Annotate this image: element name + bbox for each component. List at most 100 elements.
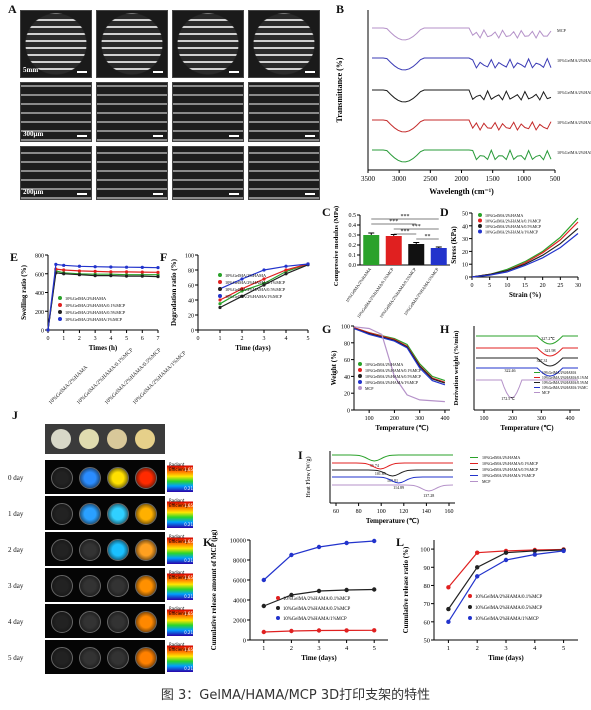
legend-marker bbox=[218, 294, 222, 298]
y-tick-label: 0.4 bbox=[349, 223, 357, 229]
y-tick-label: 90 bbox=[424, 565, 431, 572]
data-point bbox=[561, 548, 566, 554]
day-label: 5 day bbox=[8, 654, 24, 662]
scale-bar bbox=[305, 135, 315, 137]
data-point bbox=[289, 628, 294, 634]
legend-marker bbox=[478, 229, 482, 234]
panel-label-l: L bbox=[396, 535, 405, 549]
panel-label-j: J bbox=[12, 408, 18, 422]
x-tick-label: 3500 bbox=[361, 175, 376, 183]
series-line bbox=[476, 379, 578, 399]
x-tick-label: 2 bbox=[476, 645, 479, 652]
data-point bbox=[289, 592, 294, 598]
y-tick-label: 2000 bbox=[233, 618, 246, 625]
data-point bbox=[124, 265, 129, 269]
y-tick-label: 0 bbox=[465, 276, 468, 282]
x-tick-label: 140 bbox=[422, 509, 431, 515]
legend-label: 10%GelMA/2%HAMA/1%MCP bbox=[65, 317, 123, 322]
legend-label: MCP bbox=[482, 479, 491, 484]
legend-marker bbox=[468, 605, 472, 609]
data-point bbox=[93, 274, 97, 278]
micrograph bbox=[248, 10, 320, 78]
y-tick-label: 0 bbox=[41, 329, 44, 335]
colorbar-label: Radiant Efficiency bbox=[169, 606, 189, 616]
y-tick-label: 0 bbox=[191, 329, 194, 335]
x-tick-label: 0 bbox=[197, 336, 200, 342]
x-tick-label: 3 bbox=[504, 645, 507, 652]
micrograph: 300μm bbox=[20, 82, 92, 142]
sample-photo bbox=[45, 424, 165, 454]
chart-degradation: 0 1 2 3 4 5 0 20 40 60 80 100 Time (days) Degradation… bbox=[170, 254, 310, 352]
data-point bbox=[218, 298, 222, 302]
day-label: 0 day bbox=[8, 474, 24, 482]
legend-marker bbox=[478, 213, 482, 217]
colorbar: Radiant Efficiency 1.65 0.21 bbox=[167, 606, 193, 636]
data-point bbox=[218, 305, 222, 310]
data-point bbox=[156, 266, 160, 270]
x-tick-label: 1500 bbox=[486, 175, 501, 183]
ftir-curve bbox=[372, 119, 552, 133]
colorbar: Radiant Efficiency 1.65 0.21 bbox=[167, 642, 193, 672]
panel-label-a: A bbox=[8, 2, 17, 16]
x-tick-label: 100 bbox=[377, 509, 386, 515]
data-point bbox=[261, 603, 266, 609]
legend-label: 10%GelMA/2%HAMA/1%MCP bbox=[365, 380, 419, 385]
colorbar-min: 0.21 bbox=[184, 522, 193, 527]
scale-label: 300μm bbox=[23, 130, 44, 138]
scale-bar bbox=[229, 193, 239, 195]
colorbar-min: 0.21 bbox=[184, 630, 193, 635]
x-axis-label: Time (days) bbox=[235, 344, 271, 352]
imaging-disc bbox=[135, 503, 157, 525]
legend-marker bbox=[478, 224, 482, 228]
legend-label: 10%GelMA/2%HAMA bbox=[225, 273, 267, 278]
data-point bbox=[93, 269, 97, 274]
peak-annotation: 322.46 bbox=[505, 368, 516, 373]
legend-label: 10%GelMA/2%HAMA/1%MCP bbox=[283, 617, 347, 622]
chart-dtg: 100 200 300 400 Temperature (℃) Derivation we… bbox=[453, 326, 588, 432]
colorbar-label: Radiant Efficiency bbox=[169, 462, 189, 472]
micrograph bbox=[172, 146, 244, 200]
scale-label: 200μm bbox=[23, 188, 44, 196]
panel-label-h: H bbox=[440, 322, 450, 336]
peak-annotation: 109.81 bbox=[387, 478, 398, 483]
legend-label: 10%GelMA/2%HAMA bbox=[485, 213, 523, 218]
x-tick-label: 400 bbox=[566, 416, 575, 422]
figure-caption: 图 3：GelMA/HAMA/MCP 3D打印支架的特性 bbox=[160, 688, 431, 703]
colorbar-max: 1.65 bbox=[184, 611, 193, 616]
micrograph: 5mm bbox=[20, 10, 92, 78]
imaging-row bbox=[45, 460, 165, 494]
peak-annotation: 172.5℃ bbox=[501, 396, 515, 401]
data-point bbox=[46, 328, 50, 332]
y-tick-label: 80 bbox=[344, 341, 350, 347]
x-tick-label: 25 bbox=[557, 283, 563, 289]
significance-label: *** bbox=[389, 219, 398, 225]
legend-label: 10%GelMA/2%HAMA bbox=[365, 362, 403, 367]
data-point bbox=[316, 588, 322, 594]
x-tick-label: 2 bbox=[78, 336, 81, 342]
imaging-disc bbox=[79, 575, 101, 597]
panel-label-e: E bbox=[10, 250, 19, 264]
x-tick-label: 2000 bbox=[455, 175, 470, 183]
x-axis-label: Temperature (℃) bbox=[366, 517, 420, 525]
ftir-curve-label: 10%GelMA/2%HAMA bbox=[557, 58, 591, 63]
x-tick-label: 200 bbox=[390, 416, 399, 422]
series-line bbox=[476, 335, 578, 345]
legend-marker bbox=[58, 296, 62, 300]
data-point bbox=[109, 274, 113, 278]
day-label: 1 day bbox=[8, 510, 24, 518]
colorbar-max: 1.65 bbox=[184, 575, 193, 580]
x-tick-label: 100 bbox=[480, 416, 489, 422]
series-line bbox=[332, 469, 453, 477]
micrograph bbox=[172, 82, 244, 142]
colorbar-label: Radiant Efficiency bbox=[169, 570, 189, 580]
panel-label-k: K bbox=[203, 535, 213, 549]
x-tick-label: 4 bbox=[345, 645, 349, 652]
day-label: 4 day bbox=[8, 618, 24, 626]
scale-bar bbox=[153, 71, 163, 73]
chart-release-amount: 1 2 3 4 5 0 2000 4000 6000 8000 10000 Time (days) Cu… bbox=[210, 529, 388, 662]
ftir-curve-label: MCP bbox=[557, 28, 567, 33]
legend-label: 10%GelMA/2%HAMA/0.5%MCP bbox=[475, 606, 543, 611]
colorbar-min: 0.21 bbox=[184, 594, 193, 599]
series-line bbox=[476, 367, 578, 377]
legend-marker bbox=[468, 616, 472, 620]
